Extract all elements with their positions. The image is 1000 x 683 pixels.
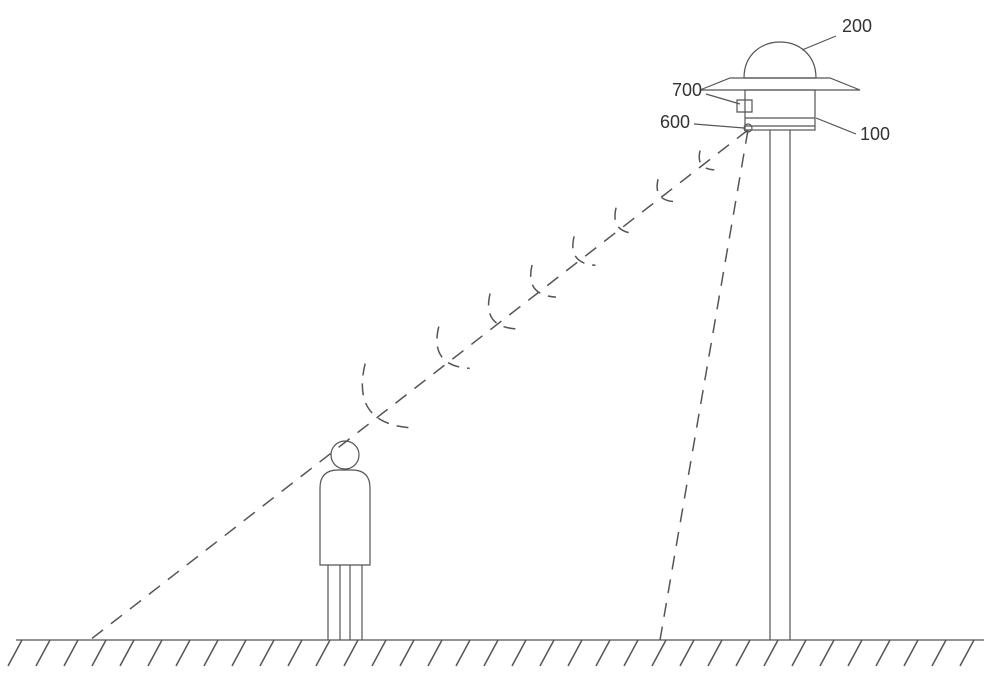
lbl200: 200 <box>842 16 872 36</box>
ground-hatch <box>204 640 218 666</box>
ground-hatch <box>120 640 134 666</box>
ground-hatch <box>316 640 330 666</box>
person-body <box>320 470 370 565</box>
lbl100: 100 <box>860 124 890 144</box>
ground-hatch <box>148 640 162 666</box>
ground-hatch <box>680 640 694 666</box>
lbl100-leader <box>816 118 856 134</box>
signal-wave <box>489 294 517 329</box>
signal-wave <box>657 179 675 202</box>
ground-hatch <box>484 640 498 666</box>
ground-hatch <box>540 640 554 666</box>
ground-hatch <box>428 640 442 666</box>
ground-hatch <box>708 640 722 666</box>
ground-hatch <box>932 640 946 666</box>
ground-hatch <box>400 640 414 666</box>
lamp-dome <box>744 42 816 78</box>
lbl700-leader <box>706 94 740 104</box>
ground-hatch <box>36 640 50 666</box>
lbl600: 600 <box>660 112 690 132</box>
ground-hatch <box>92 640 106 666</box>
ground-hatch <box>260 640 274 666</box>
ground-hatch <box>8 640 22 666</box>
ground-hatch <box>624 640 638 666</box>
ground-hatch <box>456 640 470 666</box>
ground-hatch <box>792 640 806 666</box>
ground-hatch <box>288 640 302 666</box>
ground-hatch <box>568 640 582 666</box>
lamp-brim <box>700 78 860 90</box>
lbl200-leader <box>802 36 836 50</box>
ground-hatch <box>960 640 974 666</box>
ground-hatch <box>64 640 78 666</box>
ground-hatch <box>176 640 190 666</box>
ground-hatch <box>596 640 610 666</box>
ground-hatch <box>512 640 526 666</box>
ground-hatch <box>820 640 834 666</box>
ground-hatch <box>344 640 358 666</box>
lamp-housing <box>745 90 815 130</box>
ground-hatch <box>848 640 862 666</box>
cone-left <box>90 130 748 640</box>
patent-figure: 200 700 600 100 <box>0 0 1000 683</box>
signal-wave <box>437 327 470 369</box>
ground-hatch <box>764 640 778 666</box>
lbl700: 700 <box>672 80 702 100</box>
ground-hatch <box>372 640 386 666</box>
cone-right <box>660 130 748 640</box>
ground-hatch <box>652 640 666 666</box>
ground-hatch <box>736 640 750 666</box>
ground-hatch <box>232 640 246 666</box>
ground-hatch <box>876 640 890 666</box>
lbl600-leader <box>694 124 744 128</box>
person-head <box>331 441 359 469</box>
ground-hatch <box>904 640 918 666</box>
